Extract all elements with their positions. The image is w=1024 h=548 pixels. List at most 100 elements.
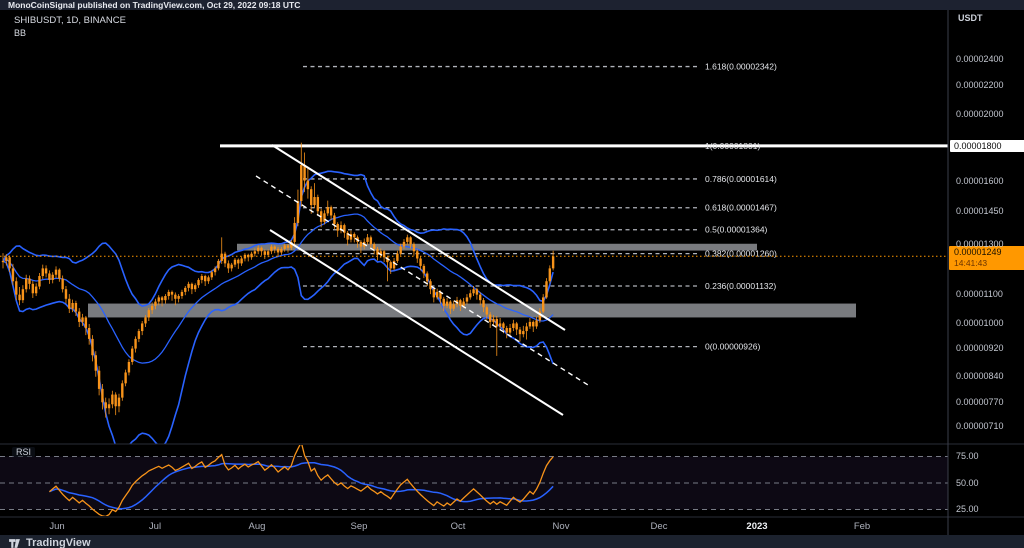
time-axis-label-Aug[interactable]: Aug	[248, 521, 266, 532]
candle-body	[399, 246, 402, 254]
candle-body	[439, 291, 442, 299]
candle-body	[300, 165, 303, 202]
candle-body	[273, 246, 276, 249]
candle-body	[223, 253, 227, 264]
rsi-tick-label[interactable]: 75.00	[956, 451, 979, 461]
candle-body	[416, 251, 419, 259]
candle-body	[140, 323, 144, 332]
candle-body	[535, 320, 538, 327]
tradingview-logo[interactable]: TradingView	[8, 537, 91, 548]
candle-body	[412, 244, 416, 252]
last-price-badge: 0.00001249 14:41:43	[949, 246, 1024, 271]
price-tick-label[interactable]: 0.00001300	[956, 238, 1004, 249]
candle-body	[419, 258, 422, 266]
rsi-pane-label[interactable]: RSI	[12, 447, 36, 457]
candle-body	[472, 289, 475, 294]
candle-body	[160, 297, 164, 301]
candle-body	[528, 321, 532, 327]
candle-body	[469, 293, 472, 298]
time-axis-label-Nov[interactable]: Nov	[552, 521, 570, 532]
candle-body	[230, 264, 233, 269]
candle-body	[462, 301, 465, 306]
indicator-bb-label: BB	[14, 28, 27, 38]
candle-body	[213, 268, 217, 273]
candle-body	[310, 189, 313, 206]
time-axis-label-Oct[interactable]: Oct	[450, 521, 466, 532]
price-tick-label[interactable]: 0.00001100	[956, 289, 1003, 300]
price-tick-label[interactable]: 0.00002200	[956, 79, 1004, 90]
candle-body	[24, 278, 28, 290]
fib-1-price-tag: 0.00001800	[950, 139, 1024, 152]
candle-body	[87, 327, 91, 339]
time-axis-label-Dec[interactable]: Dec	[650, 521, 668, 532]
candle-body	[432, 289, 436, 298]
price-tick-label[interactable]: 0.00002000	[956, 108, 1004, 119]
candle-body	[303, 165, 306, 181]
time-axis-label-Jun[interactable]: Jun	[49, 521, 65, 532]
time-axis-label-Feb[interactable]: Feb	[853, 521, 871, 532]
candle-body	[220, 253, 223, 261]
candle-body	[316, 197, 320, 212]
candle-body	[144, 317, 147, 324]
candle-body	[117, 397, 121, 407]
rsi-tick-label[interactable]: 50.00	[956, 477, 979, 488]
candle-body	[422, 265, 426, 274]
candle-body	[346, 232, 349, 240]
candle-body	[170, 291, 174, 295]
price-tick-label[interactable]: 0.00000920	[956, 343, 1004, 354]
candle-body	[207, 277, 210, 282]
candle-body	[150, 305, 154, 311]
price-tick-label[interactable]: 0.00001600	[956, 176, 1004, 187]
price-tick-label[interactable]: 0.00001450	[956, 205, 1004, 216]
candle-body	[379, 251, 382, 255]
candle-body	[326, 207, 329, 214]
candle-body	[280, 248, 283, 253]
rsi-line	[48, 445, 554, 516]
candle-body	[11, 268, 15, 282]
candle-body	[372, 244, 376, 249]
candle-body	[31, 283, 35, 294]
time-axis-label-2023[interactable]: 2023	[746, 521, 768, 532]
candle-body	[323, 213, 326, 222]
candle-body	[58, 269, 61, 279]
candle-body	[18, 294, 21, 301]
candle-body	[97, 370, 101, 389]
candle-body	[71, 302, 74, 309]
tradingview-logo-icon	[9, 539, 20, 548]
rsi-tick-label[interactable]: 25.00	[956, 504, 979, 514]
fib-label: 1(0.00001801)	[705, 141, 760, 151]
main-pane: 1.618(0.00002342) 1(0.00001801) 0.786(0.00…	[1, 62, 948, 444]
candle-body	[551, 256, 555, 269]
candle-body	[124, 372, 127, 384]
candle-body	[51, 274, 54, 280]
candle-body	[137, 331, 141, 339]
candle-body	[386, 257, 389, 263]
price-tick-label[interactable]: 0.00000840	[956, 370, 1004, 381]
candle-body	[505, 327, 508, 333]
candle-body	[164, 296, 167, 301]
candle-body	[492, 318, 495, 322]
price-tick-label[interactable]: 0.00000710	[956, 421, 1004, 432]
price-tick-label[interactable]: 0.00001000	[956, 317, 1004, 328]
chart-legend[interactable]: SHIBUSDT, 1D, BINANCE BB	[14, 14, 126, 40]
candle-body	[187, 283, 190, 288]
fib-label: 1.618(0.00002342)	[705, 62, 777, 72]
candle-body	[84, 317, 88, 328]
candle-body	[545, 281, 548, 298]
publish-watermark: MonoCoinSignal published on TradingView.…	[0, 0, 1024, 10]
candle-body	[306, 180, 310, 190]
price-tick-label[interactable]: 0.00000770	[956, 396, 1004, 407]
last-price-value: 0.00001249	[954, 247, 1002, 258]
candle-body	[107, 404, 111, 409]
candles	[1, 142, 555, 418]
candle-body	[392, 260, 396, 269]
time-axis-label-Jul[interactable]: Jul	[148, 521, 162, 532]
time-axis-label-Sep[interactable]: Sep	[350, 521, 368, 532]
candle-body	[227, 263, 230, 269]
candle-body	[425, 273, 429, 282]
candle-body	[449, 301, 452, 309]
price-tick-label[interactable]: 0.00002400	[956, 53, 1004, 64]
candle-body	[508, 327, 512, 333]
candle-body	[61, 278, 64, 290]
